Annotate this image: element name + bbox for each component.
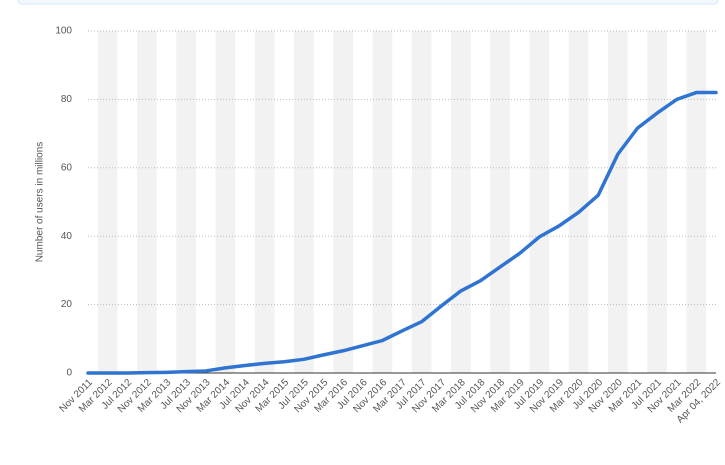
background-stripe <box>137 31 157 373</box>
background-stripe <box>97 31 118 373</box>
background-stripe <box>529 31 550 373</box>
line-series <box>86 90 718 375</box>
background-stripe <box>333 31 353 373</box>
y-tick-label: 0 <box>66 368 72 379</box>
background-stripe <box>176 31 196 373</box>
y-axis-label: Number of users in millions <box>35 142 46 263</box>
background-stripe <box>294 31 314 373</box>
background-stripe <box>372 31 393 373</box>
background-stripe <box>647 31 667 373</box>
top-panel <box>17 0 719 5</box>
y-tick-label: 60 <box>61 162 73 173</box>
background-stripe <box>686 31 707 373</box>
y-tick-label: 100 <box>55 26 72 37</box>
background-stripe <box>490 31 510 373</box>
background-stripe <box>254 31 275 373</box>
y-tick-label: 20 <box>61 299 73 310</box>
background-stripe <box>608 31 628 373</box>
background-stripe <box>215 31 236 373</box>
y-tick-label: 40 <box>61 231 73 242</box>
background-stripe <box>411 31 432 373</box>
background-stripe <box>451 31 471 373</box>
background-stripe <box>568 31 589 373</box>
y-tick-label: 80 <box>61 94 73 105</box>
